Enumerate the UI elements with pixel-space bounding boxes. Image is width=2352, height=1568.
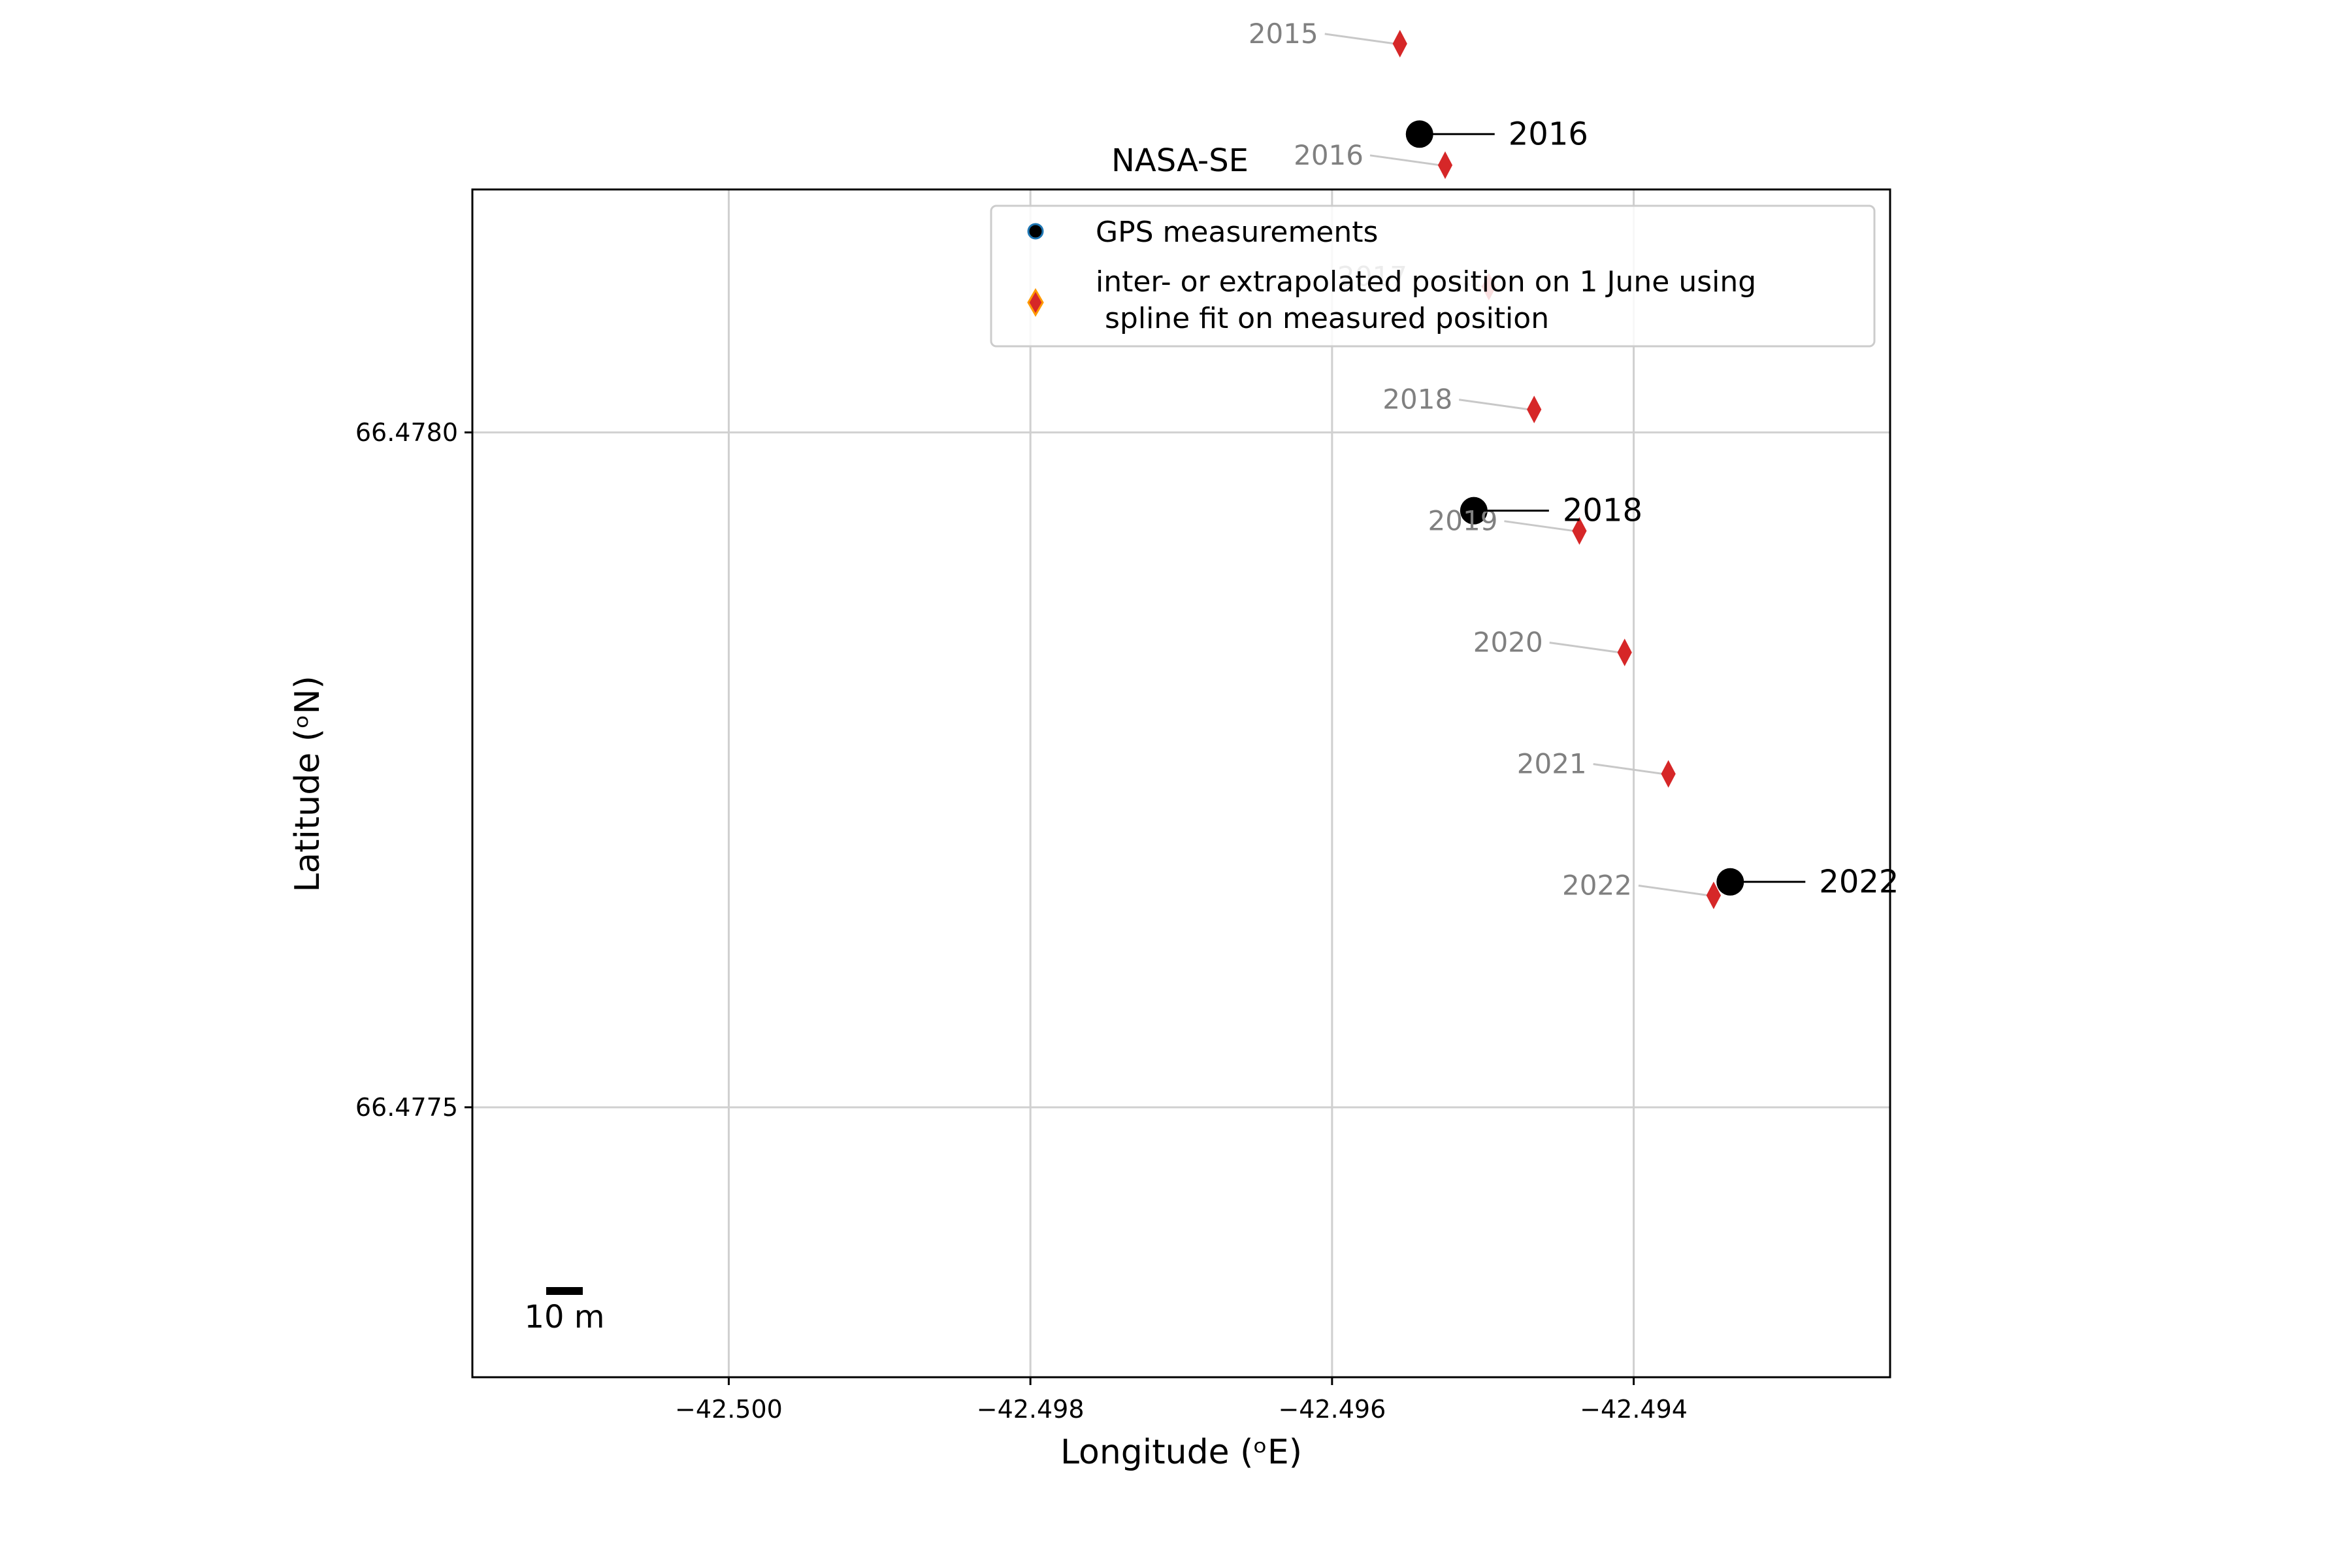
axes-frame	[471, 188, 1891, 1379]
scale-bar	[546, 1287, 583, 1295]
connector-layer	[1324, 33, 1709, 896]
legend-diamond-label: inter- or extrapolated position on 1 Jun…	[1096, 265, 1756, 335]
y-tick-label: 66.4780	[355, 418, 458, 447]
scale-bar-label: 10 m	[524, 1299, 604, 1335]
x-tick-label: −42.494	[1580, 1395, 1688, 1424]
spline-connector	[1324, 33, 1395, 45]
chart-title: NASA-SE	[1111, 142, 1249, 179]
y-tick-label: 66.4775	[355, 1093, 458, 1122]
grid-layer	[472, 189, 1890, 1377]
spline-year-label: 2015	[1249, 18, 1318, 50]
legend-diamond-label-line: inter- or extrapolated position on 1 Jun…	[1096, 265, 1756, 299]
gps-year-label: 2018	[1563, 493, 1642, 529]
spline-year-label: 2016	[1294, 139, 1364, 171]
legend-box	[990, 204, 1876, 348]
legend-diamond-label-line: spline fit on measured position	[1096, 302, 1549, 335]
spline-connector	[1458, 399, 1529, 411]
legend-gps-marker	[1027, 223, 1044, 240]
spline-diamond	[1527, 395, 1542, 423]
spline-year-label: 2021	[1517, 748, 1587, 780]
spline-diamond	[1661, 760, 1676, 788]
x-tick-label: −42.500	[675, 1395, 783, 1424]
x-axis-label: Longitude (ᵒE)	[1060, 1433, 1302, 1472]
spline-connector	[1593, 763, 1663, 776]
x-tick-label: −42.496	[1278, 1395, 1386, 1424]
legend-gps-label: GPS measurements	[1096, 216, 1378, 249]
spline-year-label: 2020	[1473, 627, 1543, 659]
x-tick-label: −42.498	[977, 1395, 1085, 1424]
spline-diamond	[1437, 151, 1453, 179]
gps-year-label: 2022	[1819, 864, 1899, 900]
gps-year-label: 2016	[1509, 116, 1588, 152]
spline-connector	[1504, 520, 1575, 532]
spline-diamond	[1617, 638, 1632, 666]
spline-diamond	[1572, 517, 1587, 545]
legend: GPS measurements inter- or extrapolated …	[990, 204, 1876, 348]
spline-year-label: 2018	[1382, 384, 1452, 416]
spline-year-label: 2019	[1428, 505, 1498, 537]
tick-layer: −42.500 −42.498 −42.496 −42.494 66.4775 66.47…	[355, 418, 1688, 1424]
y-axis-label: Latitude (ᵒN)	[288, 676, 327, 892]
spline-connector	[1369, 154, 1441, 167]
legend-diamond-marker	[1027, 288, 1044, 317]
spline-diamond	[1392, 29, 1407, 58]
spline-connector	[1549, 642, 1620, 654]
spline-connector	[1638, 884, 1709, 896]
spline-diamond	[1706, 881, 1722, 909]
spline-year-label: 2022	[1562, 869, 1632, 901]
